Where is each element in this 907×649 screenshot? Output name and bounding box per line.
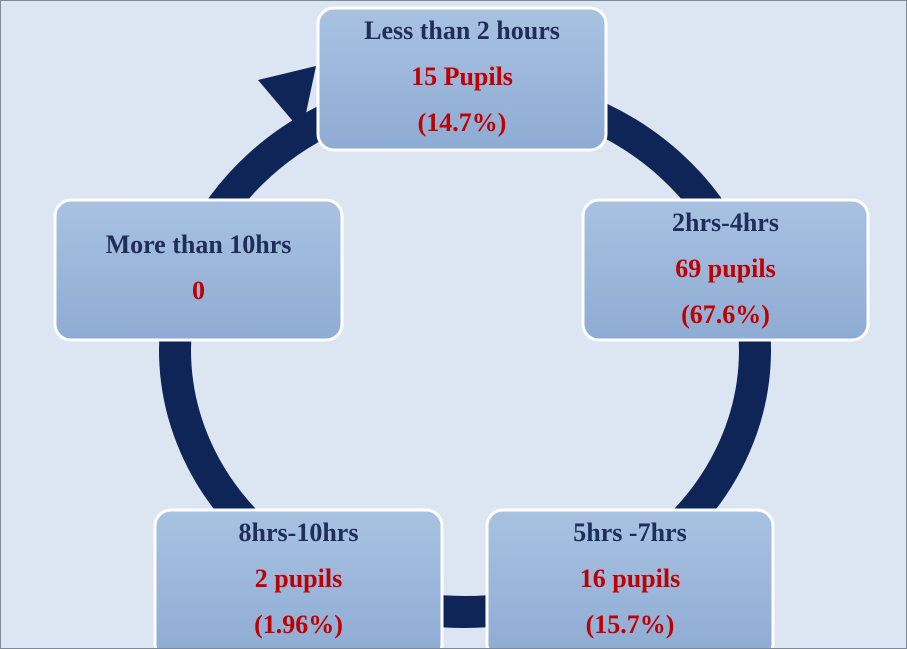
node-count: 2 pupils [255,564,342,593]
node-count: 16 pupils [580,564,680,593]
node-label: Less than 2 hours [364,16,560,45]
node-count: 69 pupils [675,254,775,283]
node-box [53,198,344,342]
node-percent: (15.7%) [586,610,675,639]
node-box [153,508,444,649]
node-percent: (14.7%) [418,108,507,137]
node-percent: (1.96%) [254,610,343,639]
arrow-head [258,66,316,132]
node-label: 2hrs-4hrs [672,208,779,237]
node-box [485,508,775,649]
node-label: 8hrs-10hrs [239,518,359,547]
node-count: 15 Pupils [411,62,513,91]
node-label: More than 10hrs [106,230,292,259]
node-box [581,198,870,342]
node-box [316,6,608,152]
node-label: 5hrs -7hrs [573,518,686,547]
node-count: 0 [192,276,205,305]
node-percent: (67.6%) [681,300,770,329]
